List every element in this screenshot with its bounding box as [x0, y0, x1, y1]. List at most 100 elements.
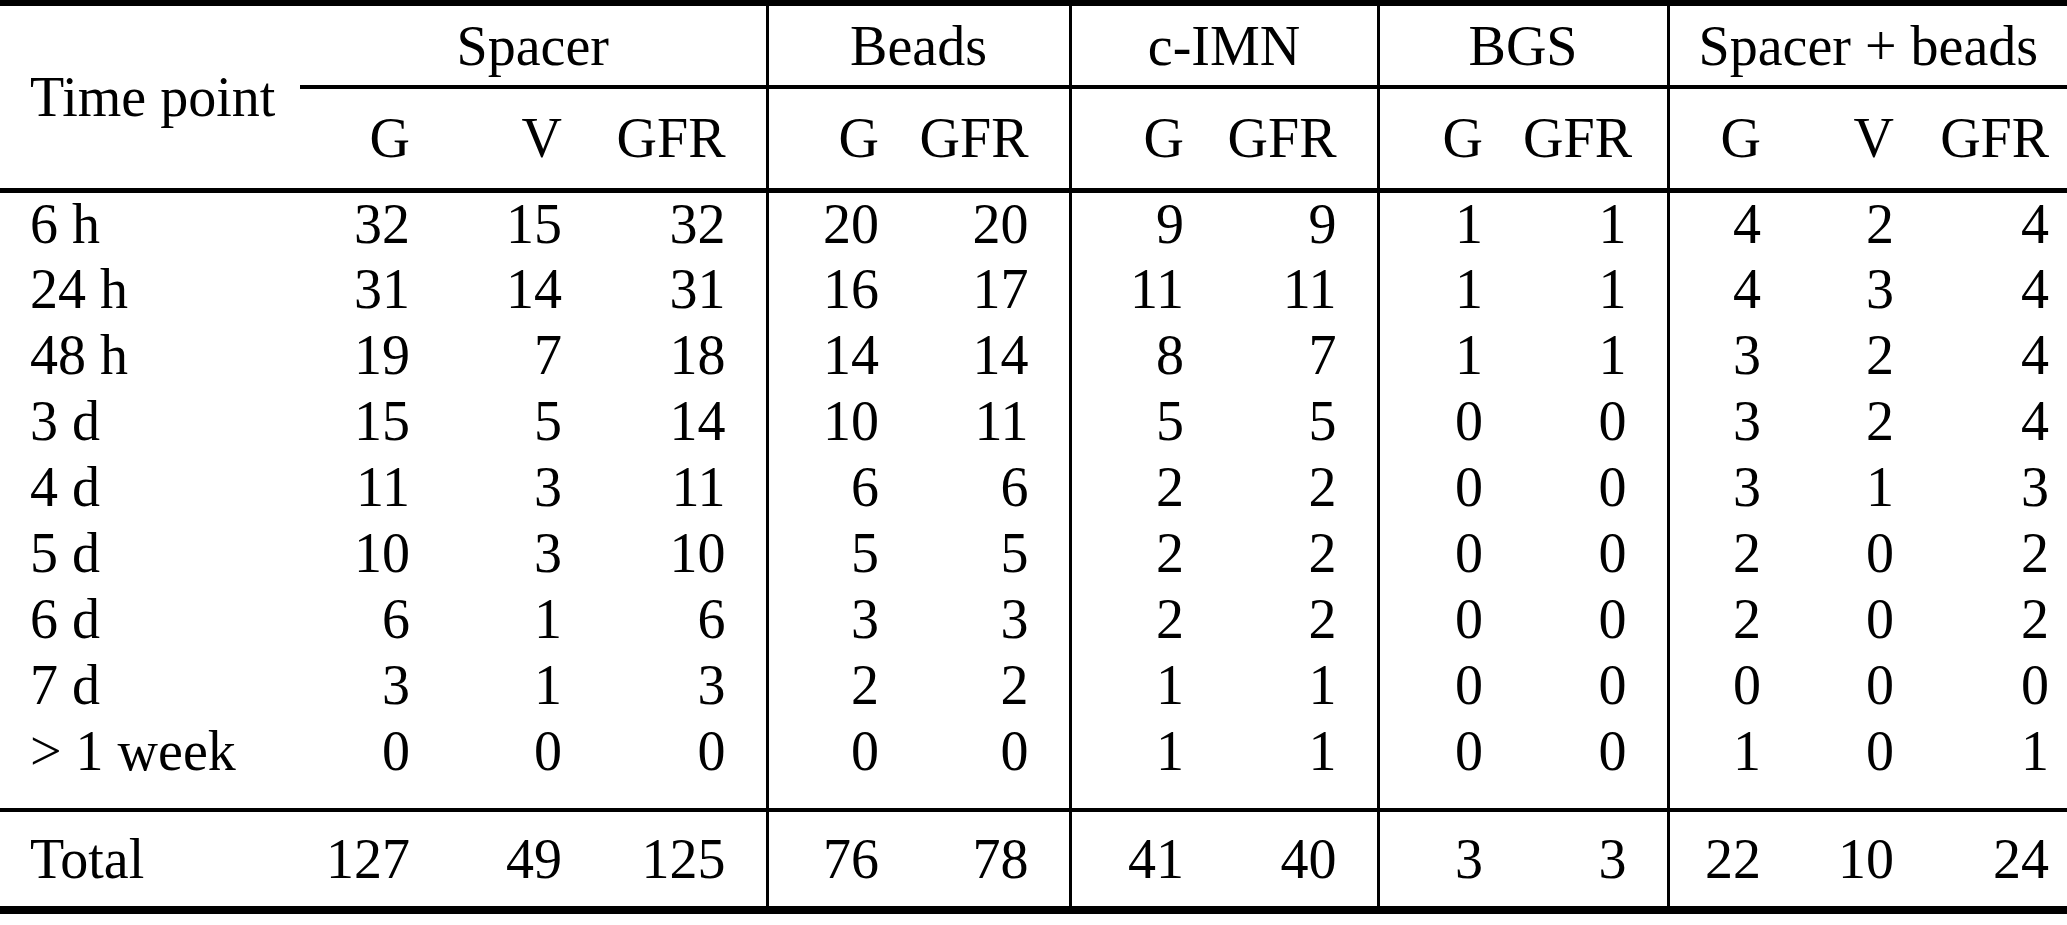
- value-cell: 1: [1523, 190, 1668, 256]
- value-cell: 0: [1801, 586, 1934, 652]
- value-cell: 31: [602, 256, 767, 322]
- value-cell: 31: [300, 256, 450, 322]
- group-header-spacer: Spacer: [300, 3, 767, 87]
- value-cell: 3: [767, 586, 919, 652]
- time-cell: 6 h: [0, 190, 300, 256]
- value-cell: 1: [1934, 718, 2067, 784]
- value-cell: 0: [1801, 520, 1934, 586]
- value-cell: 0: [767, 718, 919, 784]
- value-cell: 6: [767, 454, 919, 520]
- value-cell: 49: [450, 810, 602, 910]
- group-header-row: Time point Spacer Beads c-IMN BGS Spacer…: [0, 3, 2067, 87]
- time-cell: 4 d: [0, 454, 300, 520]
- col-header-spacer-g: G: [300, 87, 450, 190]
- spacer-cell: [1070, 784, 1224, 810]
- value-cell: 20: [767, 190, 919, 256]
- value-cell: 4: [1934, 256, 2067, 322]
- value-cell: 10: [300, 520, 450, 586]
- value-cell: 0: [1523, 586, 1668, 652]
- table-footer: Total 127491257678414033221024: [0, 810, 2067, 910]
- value-cell: 2: [1224, 520, 1378, 586]
- value-cell: 1: [1378, 190, 1523, 256]
- table-row: 4 d11311662200313: [0, 454, 2067, 520]
- spacer-cell: [1668, 784, 1801, 810]
- outcomes-by-timepoint-table: Time point Spacer Beads c-IMN BGS Spacer…: [0, 0, 2067, 914]
- value-cell: 16: [767, 256, 919, 322]
- value-cell: 0: [1801, 652, 1934, 718]
- time-cell: 7 d: [0, 652, 300, 718]
- value-cell: 20: [919, 190, 1070, 256]
- value-cell: 6: [919, 454, 1070, 520]
- value-cell: 0: [300, 718, 450, 784]
- value-cell: 1: [1523, 322, 1668, 388]
- value-cell: 2: [1668, 520, 1801, 586]
- value-cell: 1: [450, 586, 602, 652]
- value-cell: 10: [602, 520, 767, 586]
- value-cell: 0: [1801, 718, 1934, 784]
- spacer-row: [0, 784, 2067, 810]
- value-cell: 2: [1668, 586, 1801, 652]
- value-cell: 3: [1668, 388, 1801, 454]
- time-cell: 6 d: [0, 586, 300, 652]
- value-cell: 2: [1801, 388, 1934, 454]
- sub-header-row: G V GFR G GFR G GFR G GFR G V GFR: [0, 87, 2067, 190]
- value-cell: 1: [1523, 256, 1668, 322]
- value-cell: 76: [767, 810, 919, 910]
- value-cell: 1: [1224, 652, 1378, 718]
- total-label-cell: Total: [0, 810, 300, 910]
- value-cell: 18: [602, 322, 767, 388]
- time-cell: > 1 week: [0, 718, 300, 784]
- value-cell: 3: [1523, 810, 1668, 910]
- value-cell: 0: [1934, 652, 2067, 718]
- spacer-cell: [1224, 784, 1378, 810]
- col-header-bgs-g: G: [1378, 87, 1523, 190]
- value-cell: 24: [1934, 810, 2067, 910]
- spacer-cell: [1934, 784, 2067, 810]
- total-row: Total 127491257678414033221024: [0, 810, 2067, 910]
- col-header-time-point: Time point: [0, 3, 300, 190]
- value-cell: 0: [1378, 520, 1523, 586]
- value-cell: 32: [300, 190, 450, 256]
- value-cell: 1: [1070, 652, 1224, 718]
- time-cell: 24 h: [0, 256, 300, 322]
- value-cell: 0: [1378, 652, 1523, 718]
- value-cell: 3: [602, 652, 767, 718]
- value-cell: 11: [1070, 256, 1224, 322]
- value-cell: 1: [1070, 718, 1224, 784]
- value-cell: 2: [1224, 586, 1378, 652]
- table-body: 6 h3215322020991142424 h3114311617111111…: [0, 190, 2067, 810]
- value-cell: 4: [1668, 190, 1801, 256]
- value-cell: 3: [919, 586, 1070, 652]
- spacer-cell: [1801, 784, 1934, 810]
- spacer-cell: [1523, 784, 1668, 810]
- value-cell: 3: [450, 454, 602, 520]
- value-cell: 10: [1801, 810, 1934, 910]
- value-cell: 14: [602, 388, 767, 454]
- value-cell: 2: [1934, 586, 2067, 652]
- group-header-beads: Beads: [767, 3, 1070, 87]
- col-header-spacer-beads-g: G: [1668, 87, 1801, 190]
- col-header-spacer-v: V: [450, 87, 602, 190]
- value-cell: 11: [602, 454, 767, 520]
- col-header-spacer-beads-v: V: [1801, 87, 1934, 190]
- table-row: > 1 week000001100101: [0, 718, 2067, 784]
- col-header-c-imn-g: G: [1070, 87, 1224, 190]
- value-cell: 9: [1070, 190, 1224, 256]
- value-cell: 127: [300, 810, 450, 910]
- col-header-spacer-beads-gfr: GFR: [1934, 87, 2067, 190]
- value-cell: 0: [1668, 652, 1801, 718]
- value-cell: 5: [450, 388, 602, 454]
- table-row: 6 h32153220209911424: [0, 190, 2067, 256]
- table-row: 3 d1551410115500324: [0, 388, 2067, 454]
- value-cell: 3: [300, 652, 450, 718]
- value-cell: 4: [1934, 388, 2067, 454]
- value-cell: 5: [919, 520, 1070, 586]
- value-cell: 78: [919, 810, 1070, 910]
- value-cell: 0: [1523, 388, 1668, 454]
- value-cell: 0: [919, 718, 1070, 784]
- value-cell: 2: [1801, 322, 1934, 388]
- value-cell: 19: [300, 322, 450, 388]
- value-cell: 9: [1224, 190, 1378, 256]
- col-header-beads-gfr: GFR: [919, 87, 1070, 190]
- value-cell: 2: [1224, 454, 1378, 520]
